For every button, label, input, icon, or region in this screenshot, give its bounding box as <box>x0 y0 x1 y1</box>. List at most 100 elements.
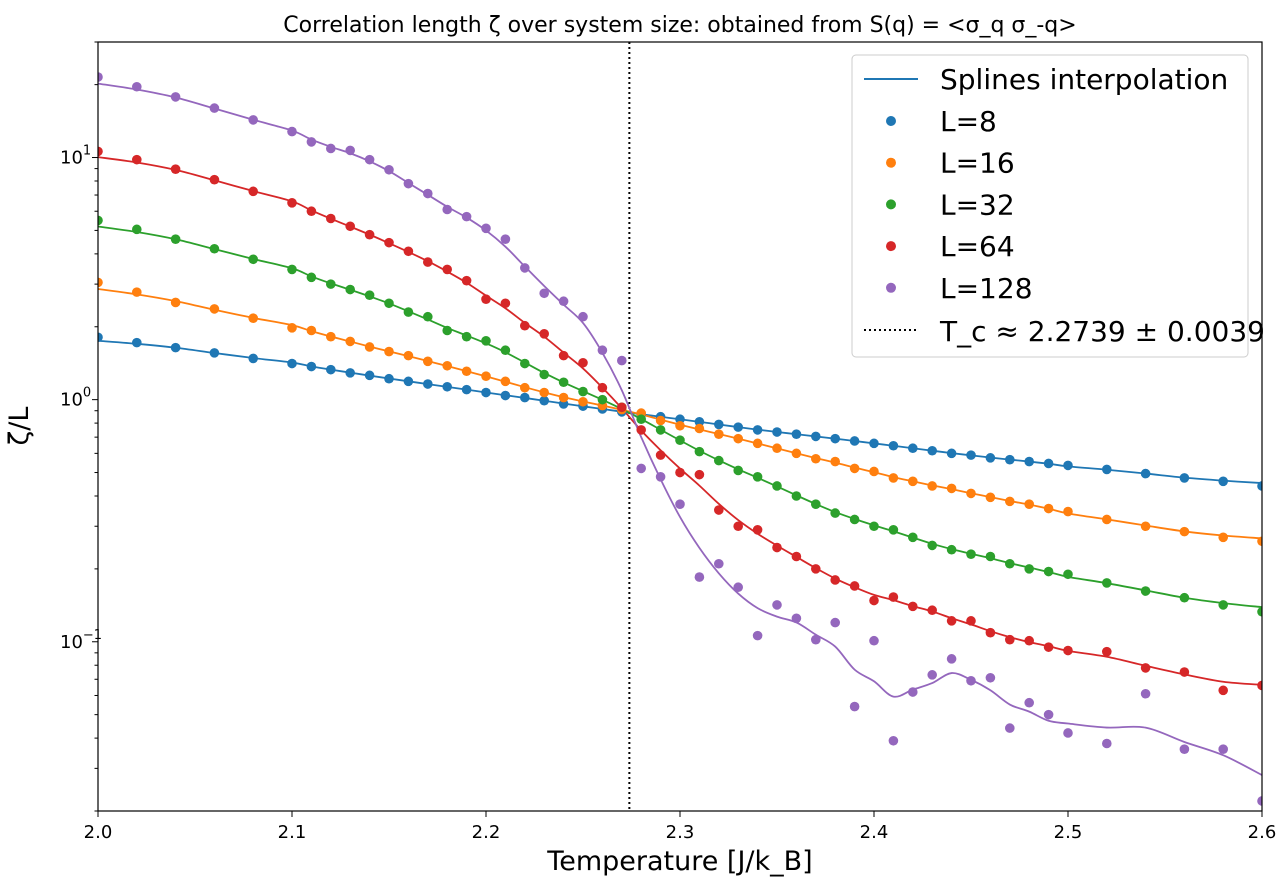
data-point-l16 <box>772 443 782 454</box>
data-point-l16 <box>985 492 996 503</box>
data-point-l16 <box>1102 514 1112 525</box>
data-point-l64 <box>364 229 375 240</box>
data-point-l16 <box>423 356 433 367</box>
data-point-l32 <box>946 544 957 555</box>
data-point-l64 <box>461 275 472 286</box>
data-point-l64 <box>966 616 976 626</box>
legend-series-label: L=64 <box>940 230 1015 263</box>
data-point-l64 <box>345 221 356 232</box>
data-point-l64 <box>597 382 608 393</box>
data-point-l32 <box>927 540 937 551</box>
data-point-l16 <box>345 336 356 347</box>
data-point-l16 <box>539 387 549 398</box>
data-point-l16 <box>461 366 472 377</box>
data-point-l128 <box>170 92 181 102</box>
data-point-l8 <box>170 342 181 353</box>
legend-marker <box>886 116 896 126</box>
data-point-l32 <box>423 311 433 322</box>
data-point-l64 <box>132 154 142 165</box>
data-point-l32 <box>791 491 802 501</box>
data-point-l8 <box>539 395 549 406</box>
data-point-l32 <box>1063 569 1073 580</box>
y-tick-label: 101 <box>60 144 91 169</box>
legend-marker <box>886 282 896 293</box>
data-point-l128 <box>733 582 743 593</box>
data-point-l32 <box>481 335 491 346</box>
data-point-l32 <box>1024 564 1034 574</box>
data-point-l32 <box>345 284 356 295</box>
data-point-l128 <box>888 735 899 746</box>
data-point-l16 <box>170 297 181 308</box>
x-tick-label: 2.5 <box>1054 822 1083 843</box>
data-point-l8 <box>927 445 937 456</box>
data-point-l16 <box>1063 506 1073 517</box>
data-point-l64 <box>927 605 937 616</box>
data-point-l128 <box>248 115 258 125</box>
data-point-l128 <box>132 81 142 92</box>
data-point-l128 <box>520 263 530 273</box>
y-tick-label: 100 <box>60 386 91 411</box>
data-point-l16 <box>326 331 336 342</box>
data-point-l64 <box>500 298 511 309</box>
data-point-l128 <box>345 145 356 156</box>
data-point-l8 <box>481 387 491 398</box>
data-point-l128 <box>714 558 724 569</box>
x-tick-label: 2.1 <box>278 822 307 843</box>
data-point-l64 <box>869 595 879 606</box>
data-point-l16 <box>500 376 511 387</box>
data-point-l8 <box>966 450 976 460</box>
data-point-l16 <box>1140 521 1151 532</box>
data-point-l8 <box>1024 456 1034 467</box>
data-point-l64 <box>384 237 394 248</box>
data-point-l64 <box>694 469 705 480</box>
data-point-l32 <box>849 514 860 525</box>
data-point-l64 <box>326 213 336 224</box>
data-point-l16 <box>1043 503 1054 514</box>
spline-curve-l128 <box>98 82 1262 776</box>
data-point-l128 <box>384 164 394 175</box>
data-point-l64 <box>772 542 782 553</box>
data-point-l64 <box>1257 680 1262 691</box>
x-axis: 2.0 2.1 2.2 2.3 2.4 2.5 2.6 <box>84 811 1276 843</box>
data-point-l16 <box>306 325 317 336</box>
data-point-l64 <box>908 601 918 612</box>
data-point-l8 <box>791 429 802 439</box>
data-point-l32 <box>326 279 336 289</box>
data-point-l32 <box>558 377 569 388</box>
legend-marker <box>886 199 896 210</box>
data-point-l64 <box>714 505 724 515</box>
data-point-l8 <box>811 431 821 442</box>
data-point-l8 <box>132 337 142 348</box>
data-point-l8 <box>714 419 724 430</box>
data-point-l128 <box>946 654 957 664</box>
data-point-l64 <box>98 146 103 157</box>
data-point-l128 <box>772 600 782 610</box>
data-point-l16 <box>98 277 103 288</box>
data-point-l8 <box>869 438 879 449</box>
data-point-l64 <box>1179 667 1190 677</box>
data-point-l32 <box>578 386 588 397</box>
data-point-l16 <box>1257 536 1262 547</box>
data-point-l64 <box>849 581 860 591</box>
data-point-l32 <box>520 358 530 369</box>
data-point-l64 <box>578 357 588 368</box>
data-point-l32 <box>170 234 181 244</box>
data-point-l16 <box>1024 499 1034 509</box>
data-point-l8 <box>1005 454 1015 465</box>
data-point-l32 <box>384 298 394 309</box>
data-point-l32 <box>908 532 918 543</box>
data-point-l8 <box>908 443 918 454</box>
data-point-l32 <box>655 425 666 435</box>
data-point-l32 <box>132 224 142 235</box>
data-point-l128 <box>985 672 996 683</box>
data-point-l64 <box>287 198 297 208</box>
data-point-l32 <box>772 481 782 491</box>
data-point-l128 <box>500 234 511 244</box>
data-point-l32 <box>830 508 840 518</box>
data-point-l8 <box>98 332 103 343</box>
data-point-l8 <box>733 422 743 432</box>
data-point-l32 <box>1218 600 1228 610</box>
data-point-l64 <box>1140 663 1151 673</box>
data-point-l64 <box>1043 642 1054 652</box>
